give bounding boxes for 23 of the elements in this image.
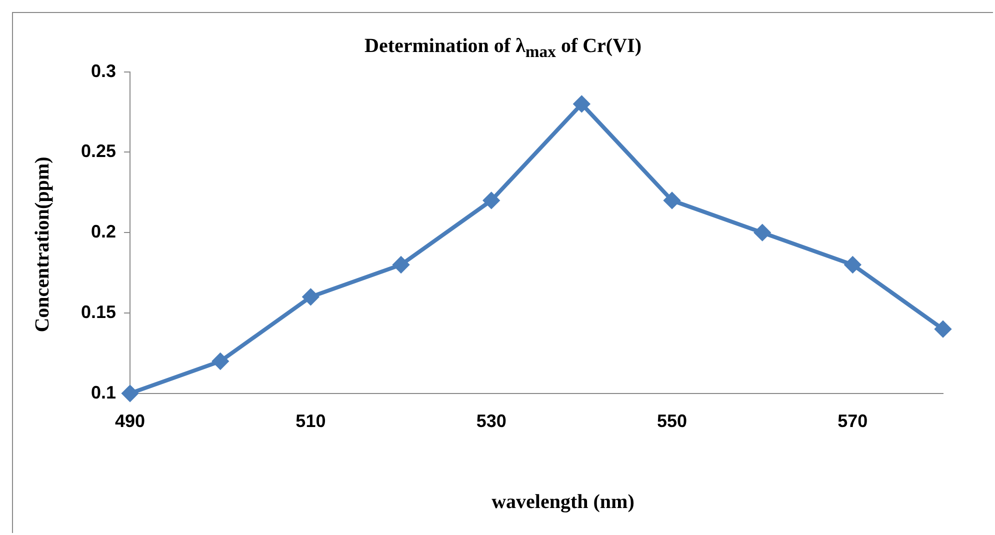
y-tick-label: 0.2 — [91, 222, 116, 242]
point — [754, 224, 770, 241]
x-axis-title: wavelength (nm) — [490, 491, 636, 514]
point — [302, 288, 319, 305]
x-tick-label: 510 — [296, 411, 326, 432]
x-tick-label: 490 — [115, 411, 146, 432]
point — [122, 385, 138, 402]
y-tick-label: 0.15 — [80, 302, 116, 322]
point — [483, 192, 500, 208]
x-tick-label: 570 — [838, 411, 868, 432]
x-tick-label: 530 — [476, 411, 506, 432]
point — [664, 192, 680, 208]
point — [574, 96, 590, 112]
point — [393, 256, 410, 273]
y-tick-label: 0.25 — [80, 141, 116, 162]
chart-title: Determination of λ$_{max}$ of Cr(VI) — [364, 35, 642, 62]
point — [844, 256, 861, 273]
y-tick-label: 0.3 — [91, 60, 116, 81]
y-axis-title: Concentration(ppm) — [32, 156, 54, 334]
point — [935, 321, 951, 338]
x-tick-label: 550 — [656, 411, 688, 432]
y-tick-label: 0.1 — [91, 382, 116, 402]
point — [212, 353, 228, 370]
